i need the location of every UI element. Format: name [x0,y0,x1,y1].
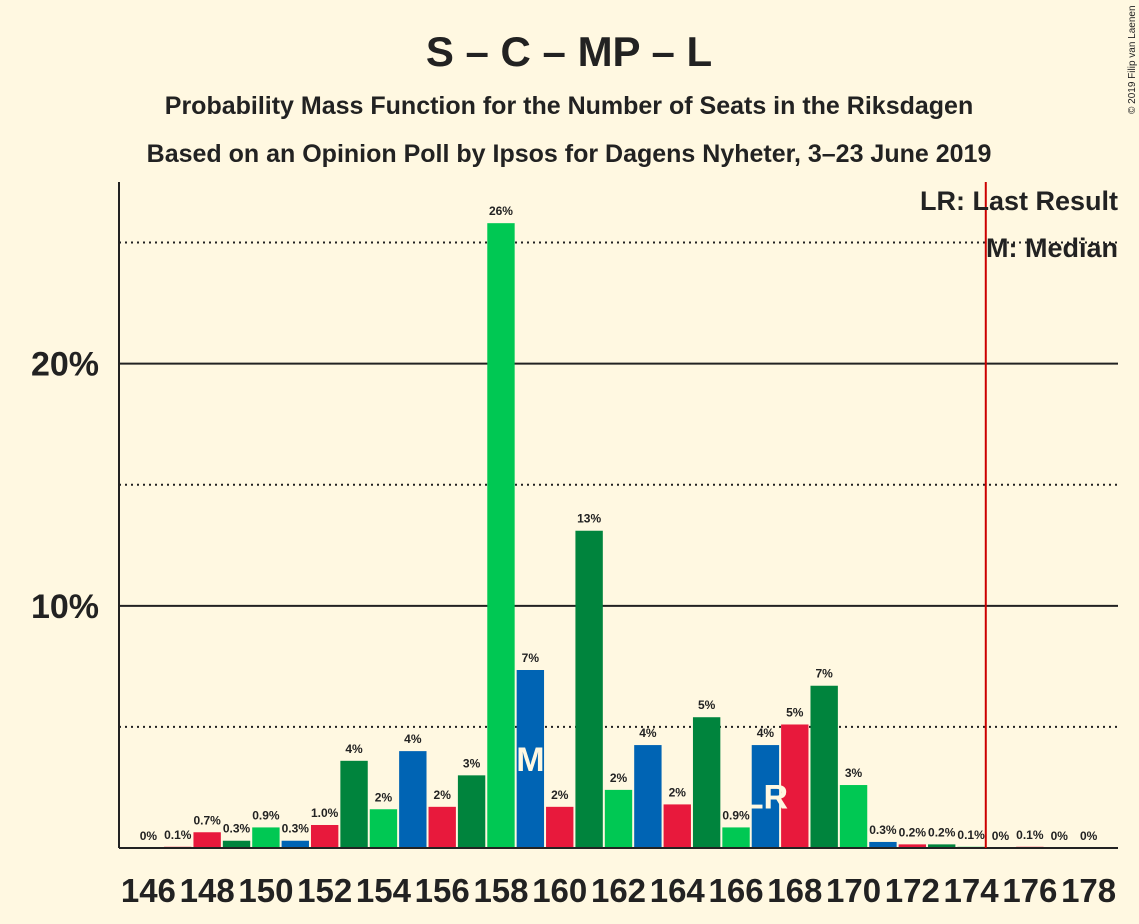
bar-label-172: 0.2% [899,825,927,839]
bar-label-158: 26% [489,204,513,218]
bar-label-155: 4% [404,732,422,746]
bar-label-153: 4% [345,742,363,756]
bar-labels-group: 0% 0.1%0.7%0.3%0.9%0.3%1.0%4%2%4%2%3%26%7… [140,204,1098,843]
x-tick-label: 168 [767,872,822,909]
y-axis-ticks: 10% 20% [31,346,99,626]
x-tick-label: 146 [121,872,176,909]
bar-158 [487,223,515,849]
bar-164 [663,804,691,848]
x-tick-label: 154 [356,872,412,909]
bar-159 [516,669,545,848]
bar-label-161: 13% [577,512,601,526]
bar-label-170: 3% [845,766,863,780]
bar-167 [751,745,780,848]
x-tick-label: 158 [473,872,528,909]
bar-161 [575,530,603,848]
bar-label-165: 5% [698,698,716,712]
bar-170 [839,785,868,848]
markers-group: M LR [516,741,788,817]
marker-lr: LR [743,779,788,817]
x-tick-label: 156 [415,872,470,909]
bar-168 [781,724,809,848]
x-tick-label: 178 [1061,872,1116,909]
bar-label-171: 0.3% [869,823,897,837]
x-tick-label: 170 [826,872,881,909]
bar-label-149: 0.3% [223,822,251,836]
bar-163 [634,745,662,848]
x-tick-label: 150 [238,872,293,909]
x-tick-label: 174 [944,872,1000,909]
bar-label-178: 0% [1080,829,1098,843]
chart-subtitle-1: Probability Mass Function for the Number… [165,92,973,120]
bar-label-157: 3% [463,756,481,770]
x-tick-label: 160 [532,872,587,909]
bar-label-146: 0% [140,829,158,843]
x-axis-ticks: 146 148 150 152 154 156 158 160 162 164 166 168 170 1… [121,872,1116,909]
bar-165 [692,717,721,848]
bar-160 [546,806,574,848]
x-tick-label: 166 [708,872,763,909]
bar-169 [810,685,838,848]
chart-subtitle-2: Based on an Opinion Poll by Ipsos for Da… [147,140,992,168]
bar-label-147: 0.1% [164,828,192,842]
bar-166 [722,827,750,848]
bar-label-168: 5% [786,705,804,719]
bar-157 [457,775,486,848]
chart-title: S – C – MP – L [426,28,712,75]
legend-median: M: Median [986,233,1118,263]
bar-label-162: 2% [610,771,628,785]
bar-173 [928,844,956,848]
bar-label-167: 4% [757,726,775,740]
x-tick-label: 164 [650,872,706,909]
legend-last-result: LR: Last Result [920,186,1118,216]
x-tick-label: 162 [591,872,646,909]
bar-label-174: 0.1% [957,828,985,842]
y-tick-label: 20% [31,346,99,384]
bar-label-151: 0.3% [282,822,310,836]
bar-152 [310,824,339,848]
bar-label-176: 0.1% [1016,828,1044,842]
bar-label-175: 0% [992,829,1010,843]
x-tick-label: 152 [297,872,352,909]
bar-label-160: 2% [551,788,569,802]
gridlines [119,241,1118,728]
bar-label-164: 2% [669,785,687,799]
bar-label-166: 0.9% [722,808,750,822]
bar-label-159: 7% [522,651,540,665]
bars-group [164,223,1044,849]
bar-162 [604,789,633,848]
bar-171 [869,841,897,848]
bar-153 [340,760,368,848]
x-tick-label: 176 [1002,872,1057,909]
bar-148 [193,832,221,848]
bar-154 [369,809,398,848]
copyright-notice: © 2019 Filip van Laenen [1127,5,1138,114]
bar-label-156: 2% [434,788,452,802]
bar-label-163: 4% [639,726,657,740]
bar-label-169: 7% [816,667,834,681]
bar-172 [898,844,927,848]
y-tick-label: 10% [31,588,99,626]
bar-label-154: 2% [375,790,393,804]
bar-label-177: 0% [1051,829,1069,843]
bar-151 [281,840,309,848]
bar-155 [399,751,427,848]
bar-label-152: 1.0% [311,806,339,820]
bar-149 [222,840,251,848]
bar-label-148: 0.7% [193,813,221,827]
bar-label-173: 0.2% [928,825,956,839]
bar-label-150: 0.9% [252,808,280,822]
bar-150 [252,827,280,848]
marker-m: M [516,741,544,779]
x-tick-label: 172 [885,872,940,909]
x-tick-label: 148 [180,872,235,909]
bar-156 [428,806,456,848]
